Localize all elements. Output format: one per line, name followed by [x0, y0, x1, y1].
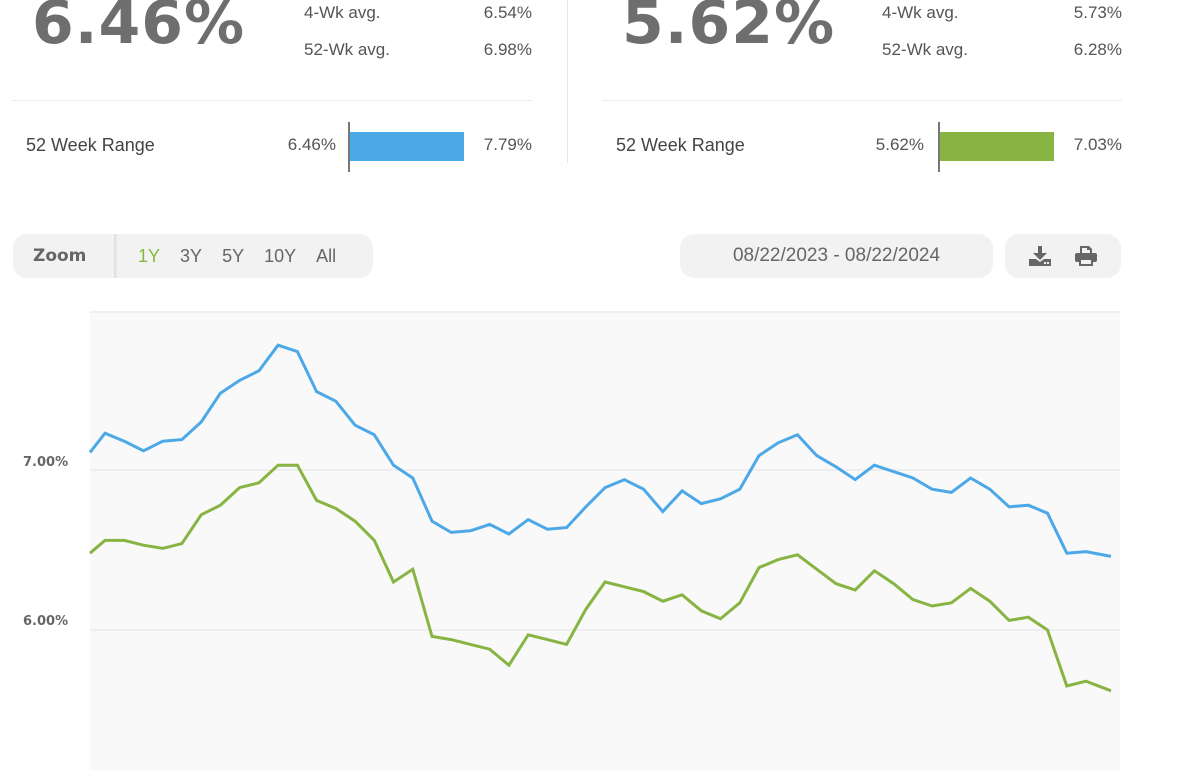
range-low: 5.62% — [875, 135, 924, 154]
avg-52wk-label: 52-Wk avg. — [882, 40, 968, 59]
grid-lines — [90, 469, 1120, 631]
card-divider — [567, 0, 568, 163]
series-line-blue — [88, 343, 1112, 558]
avg-52wk-label: 52-Wk avg. — [304, 40, 390, 59]
range-high: 7.79% — [483, 135, 532, 154]
zoom-separator — [114, 234, 118, 278]
chart-plot — [88, 311, 1120, 770]
avg-52wk-row: 52-Wk avg. 6.98% — [304, 40, 532, 60]
avg-4wk-row: 4-Wk avg. 5.73% — [882, 3, 1122, 23]
date-range-picker[interactable]: 08/22/2023 - 08/22/2024 — [680, 234, 993, 278]
avg-52wk-value: 6.98% — [483, 40, 532, 59]
zoom-label: Zoom — [33, 246, 87, 266]
zoom-selector: Zoom 1Y 3Y 5Y 10Y All — [13, 234, 373, 278]
zoom-option-5y[interactable]: 5Y — [222, 245, 245, 266]
rate-card-green: 5.62% 4-Wk avg. 5.73% 52-Wk avg. 6.28% 5… — [602, 0, 1122, 172]
avg-52wk-value: 6.28% — [1073, 40, 1122, 59]
range-row: 52 Week Range 5.62% 7.03% — [602, 122, 1122, 172]
divider — [12, 100, 532, 101]
series-line-green — [89, 463, 1112, 693]
avg-4wk-label: 4-Wk avg. — [882, 3, 959, 22]
zoom-option-3y[interactable]: 3Y — [180, 245, 203, 266]
rate-history-chart: 7.00% 6.00% — [0, 300, 1200, 770]
avg-4wk-value: 6.54% — [483, 3, 532, 22]
range-row: 52 Week Range 6.46% 7.79% — [12, 122, 532, 172]
range-label: 52 Week Range — [616, 135, 745, 155]
avg-52wk-row: 52-Wk avg. 6.28% — [882, 40, 1122, 60]
range-label: 52 Week Range — [26, 135, 155, 155]
zoom-option-1y[interactable]: 1Y — [138, 245, 161, 266]
range-current-marker — [348, 122, 350, 172]
divider — [602, 100, 1122, 101]
export-actions — [1005, 234, 1121, 278]
avg-4wk-row: 4-Wk avg. 6.54% — [304, 3, 532, 23]
range-bar — [940, 132, 1054, 161]
series-lines — [88, 343, 1112, 693]
range-low: 6.46% — [287, 135, 336, 154]
y-tick-7: 7.00% — [23, 455, 69, 470]
zoom-option-all[interactable]: All — [316, 245, 337, 266]
y-tick-6: 6.00% — [23, 614, 69, 629]
range-high: 7.03% — [1073, 135, 1122, 154]
range-current-marker — [938, 122, 940, 172]
avg-4wk-value: 5.73% — [1073, 3, 1122, 22]
plot-background — [90, 312, 1120, 770]
print-icon[interactable] — [1073, 243, 1099, 269]
range-bar — [350, 132, 464, 161]
current-rate: 5.62% — [622, 0, 836, 58]
avg-4wk-label: 4-Wk avg. — [304, 3, 381, 22]
rate-card-blue: 6.46% 4-Wk avg. 6.54% 52-Wk avg. 6.98% 5… — [12, 0, 532, 172]
download-icon[interactable] — [1027, 243, 1053, 269]
zoom-option-10y[interactable]: 10Y — [264, 245, 297, 266]
current-rate: 6.46% — [32, 0, 246, 58]
